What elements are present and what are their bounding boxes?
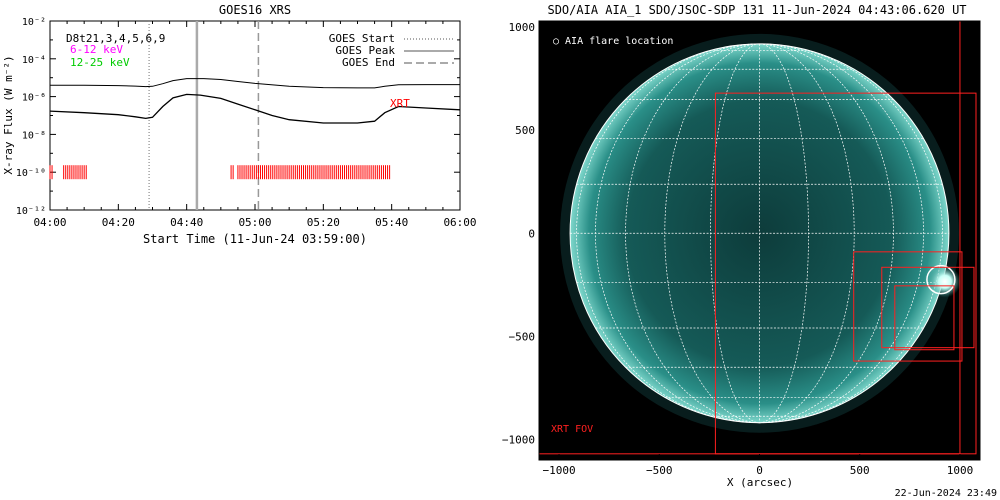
- goes-x-tick-label: 05:00: [238, 216, 271, 229]
- flare-location-circle: [926, 264, 956, 295]
- goes-title: GOES16 XRS: [219, 3, 291, 17]
- grid-longitude-line: [710, 43, 760, 424]
- aia-panel: SDO/AIA AIA_1 SDO/JSOC-SDP 131 11-Jun-20…: [502, 3, 981, 489]
- aia-title: SDO/AIA AIA_1 SDO/JSOC-SDP 131 11-Jun-20…: [547, 3, 966, 17]
- goes-x-axis-label: Start Time (11-Jun-24 03:59:00): [143, 232, 367, 246]
- aia-y-tick-label: 500: [515, 124, 535, 137]
- grid-longitude-line: [759, 43, 809, 424]
- goes-x-tick-label: 04:40: [170, 216, 203, 229]
- goes-x-tick-label: 05:20: [307, 216, 340, 229]
- goes-x-tick-label: 04:20: [102, 216, 135, 229]
- aia-y-tick-label: 1000: [509, 21, 536, 34]
- grid-longitude-line: [759, 43, 924, 424]
- goes-y-tick-label: 10⁻²: [22, 17, 46, 28]
- aia-x-tick-label: 500: [850, 464, 870, 477]
- xrt-fov-label: XRT FOV: [551, 424, 593, 435]
- goes-y-tick-label: 10⁻⁶: [22, 93, 46, 104]
- grid-longitude-line: [759, 43, 943, 424]
- band-high-label: 12-25 keV: [70, 56, 130, 69]
- goes-y-tick-label: 10⁻⁸: [22, 130, 46, 141]
- grid-longitude-line: [759, 43, 894, 424]
- aia-x-tick-label: −500: [646, 464, 673, 477]
- xrt-observation-ticks: [49, 165, 391, 180]
- heliographic-grid: [570, 43, 949, 424]
- footer-timestamp: 22-Jun-2024 23:49: [895, 488, 997, 499]
- xrt-fov-box: [881, 266, 975, 349]
- xrt-fov-box: [853, 251, 963, 362]
- goes-y-axis: 10⁻² 10⁻⁴ 10⁻⁶ 10⁻⁸ 10⁻¹⁰ 10⁻¹²: [16, 17, 460, 217]
- aia-x-tick-label: −1000: [542, 464, 575, 477]
- grid-longitude-line: [595, 43, 760, 424]
- xrt-fov-box: [894, 285, 955, 351]
- solar-limb: [569, 43, 950, 424]
- grid-longitude-line: [664, 43, 760, 424]
- goes-x-tick-label: 05:40: [375, 216, 408, 229]
- goes-panel: GOES16 XRS 10⁻² 10⁻⁴ 10⁻⁶ 10⁻⁸ 10⁻¹⁰ 10⁻¹² 04…: [2, 3, 477, 246]
- legend-goes-end-label: GOES End: [342, 56, 395, 69]
- goes-y-tick-label: 10⁻⁴: [22, 55, 46, 66]
- goes-x-tick-label: 06:00: [443, 216, 476, 229]
- goes-event-markers: [148, 21, 260, 210]
- detector-label: D8t21,3,4,5,6,9: [66, 32, 165, 45]
- grid-longitude-line: [576, 43, 760, 424]
- goes-y-tick-label: 10⁻¹²: [16, 206, 46, 217]
- goes-legend: GOES Start GOES Peak GOES End: [329, 32, 454, 69]
- legend-goes-start-label: GOES Start: [329, 32, 395, 45]
- goes-x-axis: 04:00 04:20 04:40 05:00 05:20 05:40 06:00: [33, 21, 477, 229]
- aia-x-tick-label: 1000: [947, 464, 974, 477]
- aia-x-axis: −1000 −500 0 500 1000: [542, 454, 973, 477]
- goes-y-tick-label: 10⁻¹⁰: [16, 168, 46, 179]
- aia-y-axis: 1000 500 0 −500 −1000: [502, 21, 545, 446]
- band-low-label: 6-12 keV: [70, 43, 123, 56]
- goes-series-short: [49, 93, 461, 124]
- xrt-label: XRT: [390, 97, 410, 110]
- goes-x-tick-label: 04:00: [33, 216, 66, 229]
- goes-series-group: [49, 78, 461, 124]
- aia-x-tick-label: 0: [756, 464, 763, 477]
- goes-y-axis-label: X-ray Flux (W m⁻²): [2, 55, 15, 174]
- aia-x-axis-label: X (arcsec): [727, 476, 793, 489]
- legend-goes-peak-label: GOES Peak: [335, 44, 395, 57]
- aia-y-tick-label: 0: [528, 227, 535, 240]
- xrt-fov-box: [714, 92, 977, 455]
- grid-longitude-line: [759, 43, 855, 424]
- aia-y-tick-label: −500: [509, 330, 536, 343]
- aia-y-tick-label: −1000: [502, 433, 535, 446]
- aia-legend-flare-location: ○ AIA flare location: [553, 36, 673, 47]
- goes-series-long: [50, 78, 460, 89]
- grid-longitude-line: [625, 43, 760, 424]
